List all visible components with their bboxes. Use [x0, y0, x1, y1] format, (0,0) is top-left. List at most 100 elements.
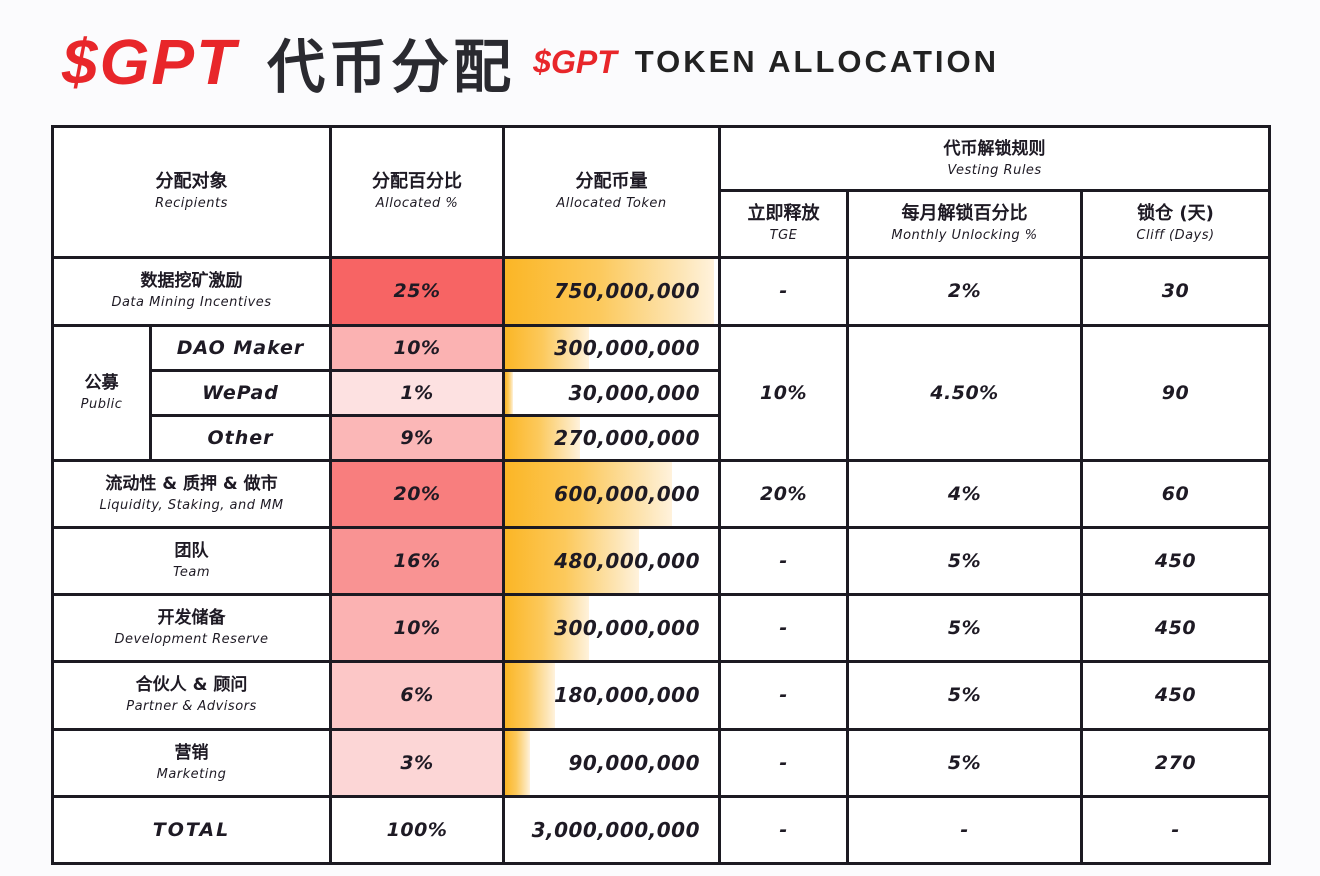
- sub-recipient-cell: WePad: [148, 368, 333, 417]
- sub-recipient-cell: Other: [148, 413, 333, 462]
- recipient-en: Data Mining Incentives: [111, 295, 272, 311]
- monthly-value: 5%: [947, 550, 982, 573]
- token-cell: 600,000,000: [502, 458, 722, 530]
- total-tge-cell: -: [718, 794, 850, 866]
- total-pct: 100%: [386, 818, 448, 841]
- token-value: 750,000,000: [554, 279, 701, 304]
- token-cell: 90,000,000: [502, 727, 722, 798]
- token-bar: [505, 326, 589, 369]
- header-recipients: 分配对象 Recipients: [50, 124, 333, 260]
- token-bar: [505, 461, 672, 527]
- monthly-value: 5%: [947, 617, 982, 640]
- pct-value: 9%: [400, 426, 434, 449]
- cliff-value: 450: [1154, 550, 1197, 573]
- header-pct-zh: 分配百分比: [372, 171, 463, 193]
- cliff-cell: 30: [1080, 256, 1272, 327]
- token-bar: [505, 663, 556, 728]
- token-cell: 30,000,000: [502, 368, 722, 417]
- token-cell: 750,000,000: [502, 256, 722, 327]
- total-cliff: -: [1171, 818, 1180, 841]
- table-row: 开发储备 Development Reserve 10% 300,000,000…: [50, 593, 1272, 664]
- tge-cell: 20%: [718, 458, 850, 530]
- sub-recipient-name: WePad: [202, 381, 279, 404]
- cliff-value: 450: [1154, 684, 1197, 707]
- recipient-cell: 合伙人 & 顾问 Partner & Advisors: [50, 660, 333, 731]
- table-row: 流动性 & 质押 & 做市 Liquidity, Staking, and MM…: [50, 458, 1272, 530]
- header-vesting-en: Vesting Rules: [947, 162, 1042, 178]
- token-bar: [505, 529, 639, 594]
- token-value: 600,000,000: [554, 481, 701, 506]
- total-label: TOTAL: [152, 818, 231, 841]
- pct-cell: 16%: [329, 526, 506, 597]
- title-english: TOKEN ALLOCATION: [634, 44, 1000, 79]
- header-allocated-token: 分配币量 Allocated Token: [502, 124, 722, 260]
- tge-cell: -: [718, 660, 850, 731]
- recipient-en: Team: [173, 565, 210, 581]
- pct-cell: 3%: [329, 727, 506, 798]
- header-tge-zh: 立即释放: [747, 203, 820, 225]
- tge-value: -: [779, 684, 788, 707]
- monthly-cell: 5%: [846, 526, 1084, 597]
- total-row: TOTAL 100% 3,000,000,000 - - -: [50, 794, 1272, 866]
- monthly-value: 5%: [947, 684, 982, 707]
- cliff-cell: 90: [1080, 323, 1272, 462]
- header-recipients-en: Recipients: [155, 196, 228, 212]
- recipient-en: Marketing: [156, 766, 227, 782]
- public-group-cell: 公募 Public: [51, 323, 152, 462]
- pct-cell: 1%: [329, 368, 506, 417]
- tge-cell: 10%: [718, 323, 850, 462]
- tge-value: 20%: [760, 482, 807, 505]
- token-cell: 270,000,000: [502, 413, 722, 462]
- recipient-en: Partner & Advisors: [126, 699, 257, 715]
- recipient-en: Liquidity, Staking, and MM: [99, 497, 284, 513]
- title-chinese: 代币分配: [267, 33, 516, 101]
- token-cell: 300,000,000: [502, 323, 722, 372]
- header-row-1: 分配对象 Recipients 分配百分比 Allocated % 分配币量 A…: [50, 124, 1272, 260]
- recipient-zh: 合伙人 & 顾问: [135, 675, 248, 696]
- table-row: 合伙人 & 顾问 Partner & Advisors 6% 180,000,0…: [50, 660, 1272, 731]
- recipient-zh: 营销: [174, 742, 209, 763]
- monthly-value: 2%: [947, 280, 982, 303]
- public-zh: 公募: [84, 372, 119, 393]
- recipient-cell: 团队 Team: [50, 526, 333, 597]
- header-tge-en: TGE: [769, 228, 798, 244]
- header-pct-en: Allocated %: [375, 196, 459, 212]
- pct-value: 6%: [400, 684, 434, 707]
- header-tge: 立即释放 TGE: [718, 189, 850, 260]
- total-monthly-cell: -: [846, 794, 1084, 866]
- token-value: 180,000,000: [554, 683, 701, 708]
- pct-cell: 10%: [329, 593, 506, 664]
- tge-value: -: [779, 751, 788, 774]
- header-vesting-zh: 代币解锁规则: [943, 138, 1046, 159]
- total-token: 3,000,000,000: [531, 817, 701, 842]
- recipient-zh: 数据挖矿激励: [140, 271, 243, 292]
- token-bar: [505, 259, 714, 324]
- token-bar: [505, 371, 514, 414]
- monthly-value: 4%: [947, 482, 982, 505]
- header-allocated-pct: 分配百分比 Allocated %: [329, 124, 506, 260]
- tge-cell: -: [718, 256, 850, 327]
- pct-cell: 20%: [329, 458, 506, 530]
- recipient-zh: 开发储备: [157, 608, 226, 629]
- table-row: 数据挖矿激励 Data Mining Incentives 25% 750,00…: [50, 256, 1272, 327]
- token-value: 30,000,000: [568, 380, 701, 405]
- recipient-cell: 数据挖矿激励 Data Mining Incentives: [50, 256, 333, 327]
- tge-value: -: [779, 550, 788, 573]
- token-bar: [505, 596, 589, 661]
- total-token-cell: 3,000,000,000: [502, 794, 722, 866]
- tge-cell: -: [718, 727, 850, 798]
- header-vesting-rules: 代币解锁规则 Vesting Rules: [718, 124, 1272, 193]
- header-row-2: 立即释放 TGE 每月解锁百分比 Monthly Unlocking % 锁仓 …: [53, 189, 1272, 260]
- cliff-cell: 450: [1080, 593, 1272, 664]
- tge-cell: -: [718, 593, 850, 664]
- monthly-cell: 5%: [846, 727, 1084, 798]
- monthly-cell: 5%: [846, 593, 1084, 664]
- header-cliff: 锁仓 (天) Cliff (Days): [1080, 189, 1272, 260]
- pct-value: 20%: [393, 482, 441, 505]
- monthly-value: 5%: [947, 751, 982, 774]
- header-token-en: Allocated Token: [556, 196, 667, 212]
- pct-value: 3%: [400, 751, 434, 774]
- recipient-zh: 流动性 & 质押 & 做市: [105, 473, 278, 494]
- recipient-cell: 营销 Marketing: [50, 727, 333, 798]
- header-cliff-zh: 锁仓 (天): [1137, 203, 1214, 225]
